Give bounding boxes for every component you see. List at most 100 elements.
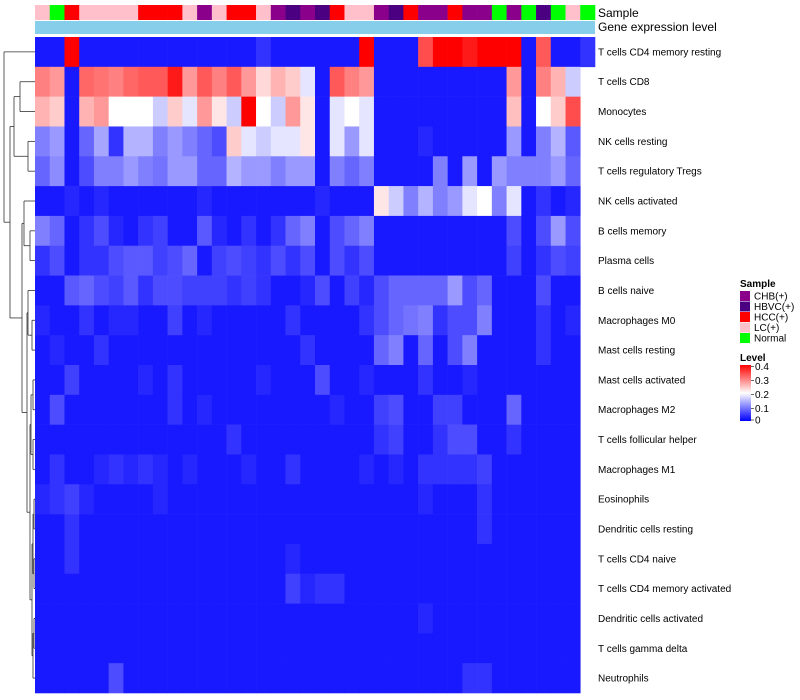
heatmap-cell [79, 454, 95, 485]
heatmap-cell [550, 454, 566, 485]
heatmap-cell [329, 126, 345, 157]
heatmap-cell [359, 365, 375, 396]
heatmap-cell [211, 424, 227, 455]
heatmap-cell [403, 663, 419, 694]
heatmap-cell [35, 156, 51, 187]
heatmap-cell [152, 663, 168, 694]
heatmap-cell [49, 514, 65, 545]
heatmap-cell [285, 245, 301, 276]
heatmap-cell [138, 573, 154, 604]
sample-annotation-cell [565, 5, 581, 20]
heatmap-cell [447, 365, 463, 396]
heatmap-cell [93, 335, 109, 366]
heatmap-cell [123, 126, 139, 157]
heatmap-cell [447, 573, 463, 604]
heatmap-cell [580, 37, 596, 68]
heatmap-cell [315, 335, 331, 366]
heatmap-cell [373, 335, 389, 366]
heatmap-cell [477, 663, 493, 694]
heatmap-cell [211, 156, 227, 187]
heatmap-cell [565, 215, 581, 247]
heatmap-cell [241, 454, 257, 485]
heatmap-cell [167, 394, 183, 425]
heatmap-cell [182, 275, 198, 306]
heatmap-cell [477, 424, 493, 455]
heatmap-cell [152, 603, 168, 634]
heatmap-cell [108, 66, 124, 97]
heatmap-cell [93, 96, 109, 127]
heatmap-cell [373, 156, 389, 187]
row-label: T cells CD4 naive [598, 554, 677, 565]
heatmap-cell [123, 573, 139, 604]
heatmap-cell [462, 454, 478, 485]
level-gradient-bar [740, 365, 751, 421]
heatmap-cell [256, 603, 272, 634]
heatmap-cell [315, 633, 331, 664]
heatmap-cell [35, 275, 51, 306]
heatmap-cell [300, 126, 316, 157]
heatmap-cell [373, 275, 389, 306]
heatmap-cell [256, 96, 272, 127]
heatmap-cell [285, 603, 301, 634]
heatmap-cell [418, 66, 434, 97]
heatmap-cell [447, 37, 463, 68]
heatmap-cell [256, 37, 272, 68]
heatmap-cell [373, 603, 389, 634]
heatmap-cell [35, 633, 51, 664]
heatmap-cell [256, 275, 272, 306]
heatmap-cell [256, 484, 272, 515]
heatmap-cell [550, 394, 566, 425]
heatmap-cell [388, 454, 404, 485]
heatmap-cell [123, 186, 139, 217]
heatmap-cell [536, 96, 552, 127]
heatmap-cell [197, 603, 213, 634]
heatmap-cell [226, 514, 242, 545]
heatmap-cell [565, 156, 581, 187]
heatmap-cell [300, 633, 316, 664]
heatmap-cell [211, 215, 227, 247]
heatmap-cell [403, 394, 419, 425]
heatmap-cell [344, 365, 360, 396]
heatmap-cell [285, 394, 301, 425]
heatmap-cell [565, 66, 581, 97]
sample-annotation-cell [536, 5, 552, 20]
heatmap-cell [123, 603, 139, 634]
heatmap-cell [49, 424, 65, 455]
heatmap-cell [418, 126, 434, 157]
heatmap-cell [344, 663, 360, 694]
heatmap-cell [197, 365, 213, 396]
heatmap-cell [521, 66, 537, 97]
heatmap-cell [344, 37, 360, 68]
sample-annotation-cell [285, 5, 301, 20]
heatmap-cell [108, 305, 124, 336]
heatmap-cell [64, 514, 80, 545]
heatmap-cell [432, 37, 448, 68]
row-dendrogram [3, 51, 35, 679]
heatmap-cell [270, 663, 286, 694]
heatmap-cell [565, 424, 581, 455]
heatmap-cell [256, 663, 272, 694]
heatmap-cell [285, 484, 301, 515]
heatmap-cell [432, 245, 448, 276]
heatmap-cell [462, 335, 478, 366]
heatmap-cell [138, 663, 154, 694]
heatmap-cell [211, 126, 227, 157]
heatmap-cell [344, 454, 360, 485]
heatmap-cell [256, 245, 272, 276]
heatmap-cell [447, 633, 463, 664]
heatmap-cell [521, 454, 537, 485]
heatmap-cell [197, 156, 213, 187]
heatmap-cell [447, 126, 463, 157]
heatmap-cell [285, 573, 301, 604]
heatmap-cell [270, 156, 286, 187]
heatmap-cell [211, 543, 227, 575]
heatmap-cell [315, 484, 331, 515]
heatmap-cell [477, 305, 493, 336]
heatmap-cell [521, 335, 537, 366]
heatmap-cell [447, 96, 463, 127]
heatmap-cell [373, 305, 389, 336]
heatmap-cell [329, 275, 345, 306]
heatmap-cell [79, 514, 95, 545]
heatmap-cell [536, 305, 552, 336]
heatmap-cell [241, 37, 257, 68]
